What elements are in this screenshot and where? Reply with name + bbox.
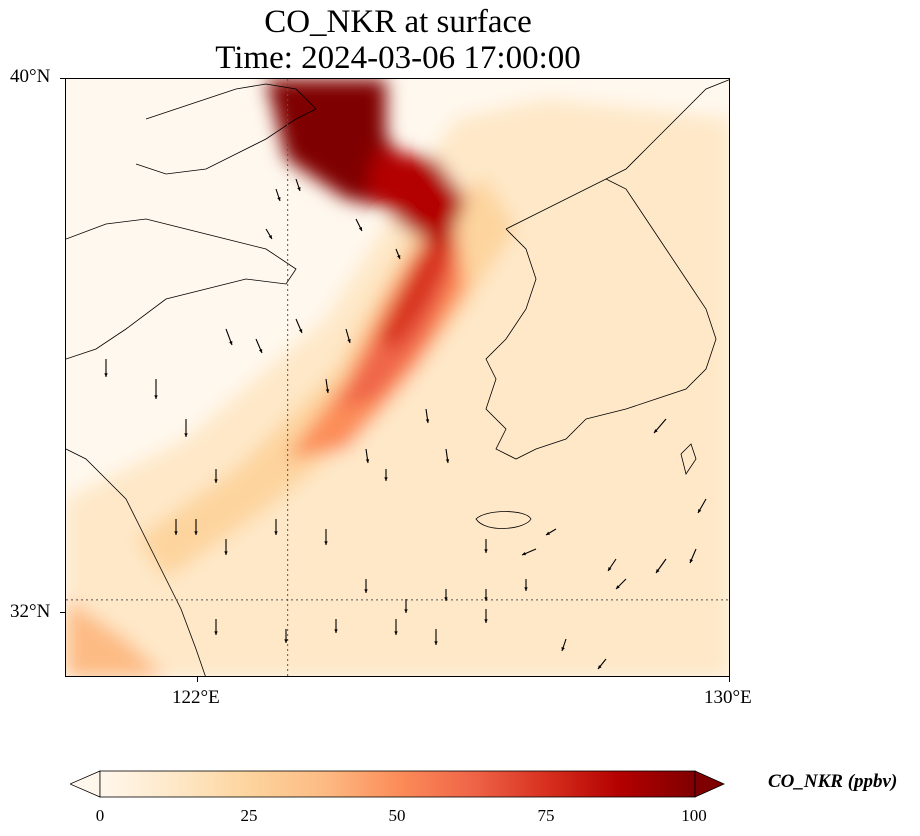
- wind-vector-29: [484, 609, 488, 623]
- lat-tick-40: 40°N: [10, 66, 51, 87]
- wind-vector-5: [225, 328, 233, 346]
- wind-vector-16: [224, 539, 228, 555]
- map-title: CO_NKR at surface Time: 2024-03-06 17:00…: [66, 4, 730, 76]
- wind-vector-33: [697, 498, 707, 514]
- co-concentration-field: [66, 79, 729, 676]
- wind-vector-14: [484, 539, 488, 553]
- colorbar-gradient: [68, 770, 725, 798]
- wind-vector-6: [255, 338, 263, 354]
- wind-vector-26: [334, 619, 338, 633]
- wind-vector-30: [607, 558, 617, 572]
- wind-vector-31: [615, 578, 627, 590]
- coastline-0: [135, 83, 317, 175]
- coastline-7: [680, 443, 697, 475]
- coastline-3: [485, 228, 587, 460]
- wind-vector-37: [561, 638, 567, 652]
- lat-tickmark-32: [60, 612, 65, 613]
- wind-vector-4: [214, 469, 218, 483]
- coastline-5: [505, 79, 729, 230]
- wind-vector-13: [445, 448, 450, 464]
- wind-vector-0: [104, 359, 108, 377]
- wind-vector-9: [325, 378, 330, 394]
- wind-vector-19: [364, 579, 368, 593]
- wind-vector-41: [295, 178, 301, 192]
- lon-tickmark-122: [197, 677, 198, 682]
- wind-vector-34: [653, 418, 667, 434]
- wind-vector-24: [214, 619, 218, 635]
- colorbar-extend-min: [68, 770, 101, 798]
- wind-vector-20: [404, 599, 408, 613]
- wind-vector-35: [689, 548, 697, 564]
- colorbar-tick-25: 25: [240, 806, 258, 825]
- wind-vector-17: [274, 519, 278, 535]
- lon-tick-122: 122°E: [172, 687, 220, 708]
- title-line-2: Time: 2024-03-06 17:00:00: [215, 40, 581, 76]
- lon-tick-130: 130°E: [704, 687, 752, 708]
- colorbar-label: CO_NKR (ppbv): [768, 771, 898, 792]
- gridlines: [66, 79, 729, 676]
- wind-vector-21: [444, 589, 448, 601]
- colorbar-body: [99, 770, 696, 798]
- wind-vector-25: [284, 629, 288, 643]
- wind-vector-23: [524, 579, 528, 591]
- wind-vector-39: [545, 528, 557, 536]
- wind-vector-15: [194, 519, 198, 535]
- lat-tickmark-40: [60, 78, 65, 79]
- colorbar-tick-75: 75: [537, 806, 555, 825]
- wind-vector-10: [365, 448, 370, 464]
- lat-tick-32: 32°N: [10, 601, 51, 622]
- coastline-6: [475, 511, 532, 529]
- colorbar-tick-0: 0: [95, 806, 105, 825]
- wind-vectors: [104, 178, 707, 670]
- wind-vector-12: [425, 408, 430, 424]
- colorbar-tick-100: 100: [681, 806, 707, 825]
- concentration-contour-sw: [66, 599, 164, 676]
- concentration-contour-5: [376, 219, 456, 349]
- concentration-contour-7: [366, 149, 466, 249]
- wind-vector-42: [265, 228, 273, 240]
- wind-vector-11: [384, 469, 388, 481]
- wind-vector-2: [184, 419, 188, 437]
- coastline-4: [585, 178, 717, 420]
- colorbar: [68, 770, 725, 798]
- map-panel[interactable]: [65, 78, 730, 677]
- coastlines: [66, 79, 729, 676]
- coastline-2: [66, 448, 206, 676]
- wind-vector-18: [324, 529, 328, 545]
- wind-vector-1: [154, 379, 158, 399]
- wind-vector-22: [484, 589, 488, 601]
- map-canvas: [66, 79, 729, 676]
- wind-vector-38: [521, 548, 537, 556]
- wind-vector-8: [345, 328, 351, 344]
- wind-vector-43: [355, 218, 363, 232]
- wind-vector-36: [597, 658, 607, 670]
- wind-vector-3: [174, 519, 178, 535]
- wind-vector-44: [395, 248, 401, 260]
- lon-tickmark-130: [729, 677, 730, 682]
- wind-vector-32: [655, 558, 667, 574]
- title-line-1: CO_NKR at surface: [264, 4, 532, 40]
- wind-vector-27: [394, 619, 398, 635]
- colorbar-tick-50: 50: [388, 806, 406, 825]
- wind-vector-40: [275, 188, 281, 202]
- wind-vector-28: [434, 629, 438, 645]
- colorbar-extend-max: [694, 770, 725, 798]
- coastline-1: [66, 218, 297, 360]
- wind-vector-7: [295, 318, 303, 334]
